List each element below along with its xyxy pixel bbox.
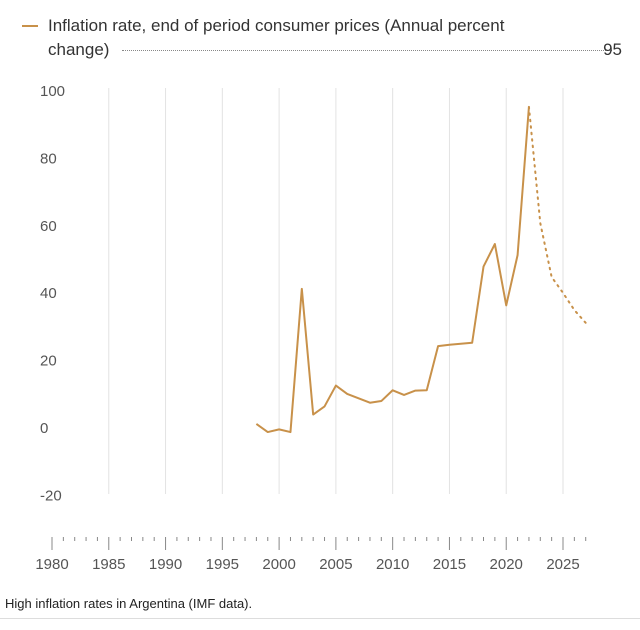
x-tick-label: 2000: [262, 556, 295, 573]
legend-swatch: [22, 25, 38, 27]
caption: High inflation rates in Argentina (IMF d…: [5, 596, 253, 611]
x-tick-label: 2020: [490, 556, 523, 573]
legend-value: 95: [603, 40, 622, 59]
line-chart: 100 80 60 40 20 0 -20 1980 1985 1990 1995 2000 2005 2…: [35, 83, 587, 573]
y-tick-label: -20: [40, 487, 62, 504]
x-tick-label: 1990: [149, 556, 182, 573]
x-tick-label: 1995: [206, 556, 239, 573]
y-tick-label: 100: [40, 83, 65, 100]
projection-line: [527, 105, 587, 324]
y-tick-label: 40: [40, 285, 57, 302]
x-tick-label: 2015: [433, 556, 466, 573]
x-tick-label: 1980: [35, 556, 68, 573]
y-tick-label: 20: [40, 353, 57, 370]
x-tick-label: 1985: [92, 556, 125, 573]
y-tick-label: 0: [40, 420, 48, 437]
legend-label: Inflation rate, end of period consumer p…: [48, 16, 505, 59]
divider: [0, 618, 640, 619]
y-tick-label: 80: [40, 150, 57, 167]
x-tick-label: 2005: [319, 556, 352, 573]
y-tick-label: 60: [40, 218, 57, 235]
x-tick-label: 2025: [546, 556, 579, 573]
legend-leader: [122, 50, 612, 51]
x-tick-label: 2010: [376, 556, 409, 573]
